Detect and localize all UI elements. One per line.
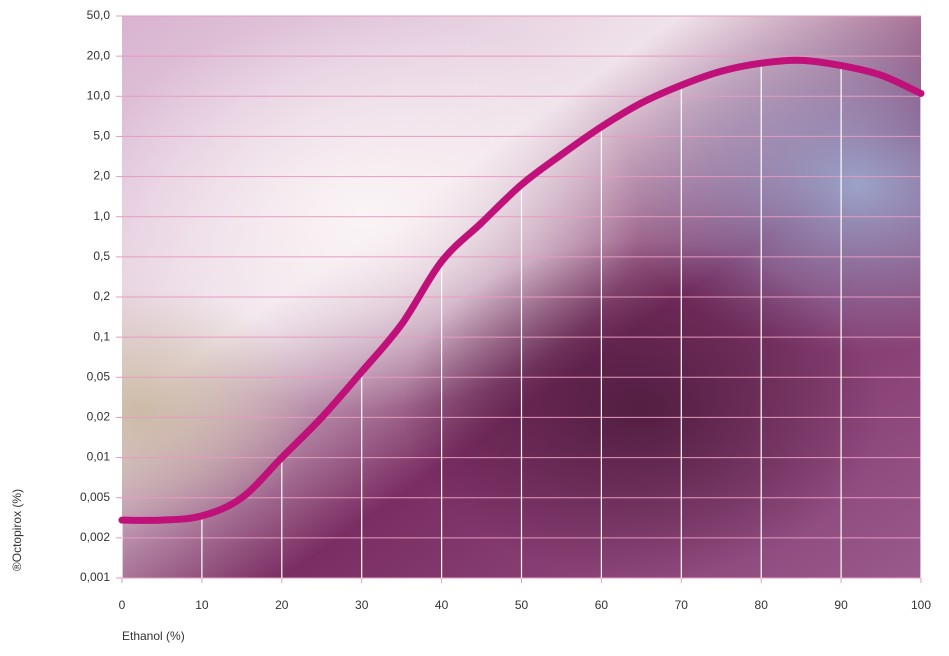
x-axis-title: Ethanol (%) <box>122 629 185 643</box>
y-tick-label: 0,002 <box>80 530 110 544</box>
y-tick-label: 0,1 <box>93 329 110 343</box>
x-tick-label: 0 <box>119 598 126 612</box>
x-tick-label: 50 <box>515 598 529 612</box>
y-tick-label: 0,5 <box>93 249 110 263</box>
x-tick-label: 70 <box>675 598 689 612</box>
y-tick-label: 0,2 <box>93 289 110 303</box>
y-tick-label: 10,0 <box>87 88 111 102</box>
y-tick-label: 20,0 <box>87 48 111 62</box>
y-tick-label: 0,001 <box>80 570 110 584</box>
x-tick-label: 100 <box>911 598 931 612</box>
y-tick-label: 1,0 <box>93 209 110 223</box>
x-tick-label: 80 <box>755 598 769 612</box>
y-tick-label: 0,005 <box>80 490 110 504</box>
data-line <box>118 56 925 524</box>
x-tick-label: 30 <box>355 598 369 612</box>
y-tick-label: 0,01 <box>87 450 111 464</box>
y-axis-title: ®Octopirox (%) <box>10 489 24 571</box>
x-tick-label: 10 <box>195 598 209 612</box>
y-tick-label: 2,0 <box>93 169 110 183</box>
y-tick-label: 50,0 <box>87 8 111 22</box>
x-tick-label: 40 <box>435 598 449 612</box>
y-tick-label: 0,02 <box>87 410 111 424</box>
y-tick-label: 5,0 <box>93 129 110 143</box>
x-tick-label: 20 <box>275 598 289 612</box>
x-tick-label: 60 <box>595 598 609 612</box>
x-tick-label: 90 <box>834 598 848 612</box>
y-tick-label: 0,05 <box>87 369 111 383</box>
